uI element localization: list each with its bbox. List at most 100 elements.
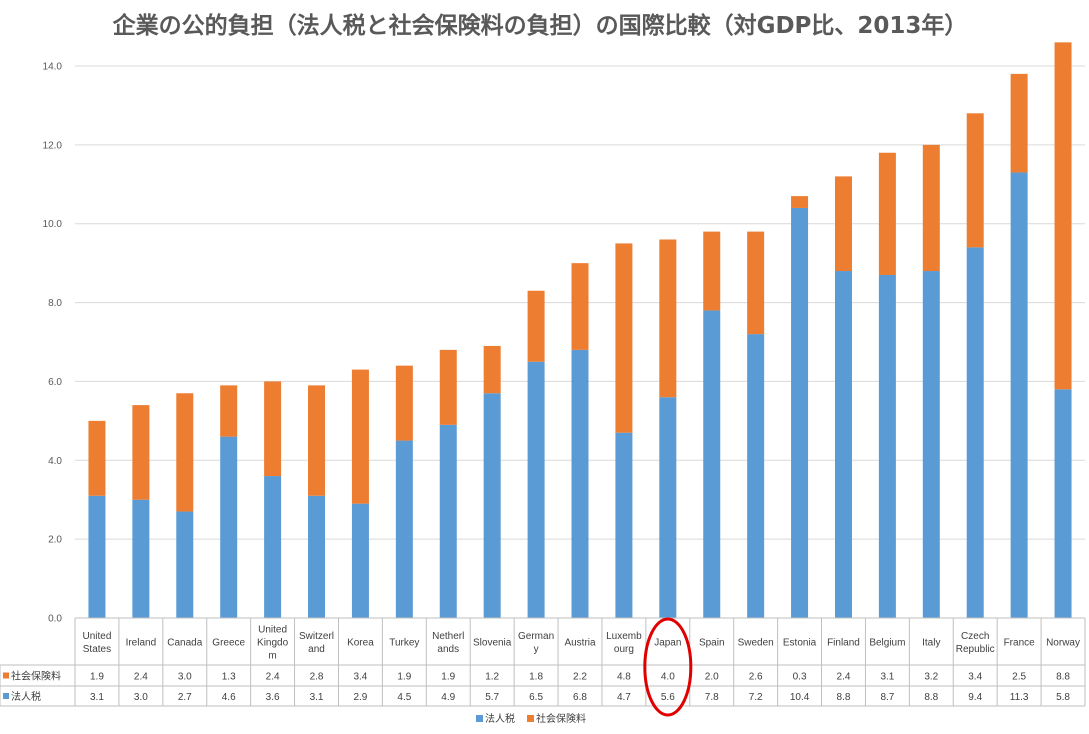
category-label: Turkey xyxy=(389,638,419,649)
bar-corporate-tax xyxy=(527,361,545,618)
data-label: 8.7 xyxy=(880,692,894,703)
data-label: 3.1 xyxy=(880,672,894,683)
bar-social-insurance xyxy=(834,176,852,272)
category-label: Sweden xyxy=(738,638,774,649)
data-label: 3.2 xyxy=(924,672,938,683)
data-label: 1.9 xyxy=(90,672,104,683)
data-label: 11.3 xyxy=(1010,692,1029,703)
bar-social-insurance xyxy=(878,152,896,275)
category-label: Kingdo xyxy=(257,638,289,649)
data-label: 3.0 xyxy=(134,692,148,703)
data-label: 3.0 xyxy=(178,672,192,683)
legend-label: 社会保険料 xyxy=(536,712,586,725)
bar-social-insurance xyxy=(132,405,150,500)
data-label: 9.4 xyxy=(968,692,982,703)
data-label: 5.8 xyxy=(1056,692,1070,703)
bar-social-insurance xyxy=(747,231,765,335)
data-label: 1.8 xyxy=(529,672,543,683)
bar-corporate-tax xyxy=(132,499,150,618)
y-axis-ticks: 0.0 2.0 4.0 6.0 8.0 10.0 12.0 14.0 xyxy=(43,62,63,625)
y-tick-label: 2.0 xyxy=(48,535,62,546)
bar-social-insurance xyxy=(1054,42,1072,390)
data-label: 2.4 xyxy=(266,672,280,683)
data-label: 4.0 xyxy=(661,672,675,683)
category-label: Spain xyxy=(699,638,725,649)
category-label: Czech xyxy=(961,631,989,642)
bar-corporate-tax xyxy=(308,495,326,618)
bar-social-insurance xyxy=(1010,73,1028,173)
data-label: 4.7 xyxy=(617,692,631,703)
category-label: Republic xyxy=(956,644,995,655)
data-label: 5.6 xyxy=(661,692,675,703)
data-table: United States Ireland Canada Greece United Kin… xyxy=(0,617,1086,707)
data-label: 2.6 xyxy=(749,672,763,683)
bar-social-insurance xyxy=(571,263,589,350)
data-label: 1.3 xyxy=(222,672,236,683)
data-label: 8.8 xyxy=(837,692,851,703)
legend-swatch xyxy=(527,715,534,722)
category-label: Switzerl xyxy=(299,631,334,642)
table-row-label: 法人税 xyxy=(11,690,41,703)
y-tick-label: 4.0 xyxy=(48,456,62,467)
bar-social-insurance xyxy=(527,290,545,362)
data-label: 3.6 xyxy=(266,692,280,703)
category-label: and xyxy=(308,644,325,655)
y-tick-label: 8.0 xyxy=(48,298,62,309)
data-label: 7.8 xyxy=(705,692,719,703)
category-label: Austria xyxy=(564,638,596,649)
bar-corporate-tax xyxy=(571,349,589,618)
category-label: Canada xyxy=(167,638,202,649)
data-label: 3.1 xyxy=(310,692,324,703)
bar-corporate-tax xyxy=(220,436,238,618)
data-label: 4.5 xyxy=(397,692,411,703)
data-label: 2.5 xyxy=(1012,672,1026,683)
data-label: 1.9 xyxy=(397,672,411,683)
data-label: 3.4 xyxy=(968,672,982,683)
y-tick-label: 0.0 xyxy=(48,614,62,625)
table-row-key xyxy=(3,693,9,699)
category-label: Greece xyxy=(212,638,245,649)
data-label: 5.7 xyxy=(485,692,499,703)
table-row-label: 社会保険料 xyxy=(11,670,61,683)
data-label: 6.8 xyxy=(573,692,587,703)
category-label: Finland xyxy=(827,638,860,649)
bar-corporate-tax xyxy=(878,274,896,618)
category-label: Netherl xyxy=(432,631,464,642)
category-label: m xyxy=(268,651,276,662)
data-label: 3.4 xyxy=(353,672,367,683)
bar-social-insurance xyxy=(922,144,940,272)
category-label: Luxemb xyxy=(606,631,642,642)
data-label: 2.2 xyxy=(573,672,587,683)
bar-corporate-tax xyxy=(439,424,457,618)
category-label: Slovenia xyxy=(473,638,512,649)
bar-corporate-tax xyxy=(351,503,369,618)
bar-social-insurance xyxy=(220,385,238,437)
data-label: 2.9 xyxy=(353,692,367,703)
category-label: France xyxy=(1004,638,1036,649)
data-label: 2.4 xyxy=(837,672,851,683)
data-label: 8.8 xyxy=(1056,672,1070,683)
bar-corporate-tax xyxy=(176,511,194,618)
category-label: Korea xyxy=(347,638,374,649)
bar-social-insurance xyxy=(88,420,106,496)
bars xyxy=(88,42,1072,618)
category-label: States xyxy=(83,644,111,655)
bar-corporate-tax xyxy=(615,432,633,618)
category-label: United xyxy=(258,625,287,636)
y-tick-label: 10.0 xyxy=(43,219,63,230)
highlight-ellipse xyxy=(643,617,693,717)
bar-social-insurance xyxy=(966,113,984,248)
japan-highlight-ellipse xyxy=(643,617,693,717)
bar-social-insurance xyxy=(791,196,809,208)
bar-corporate-tax xyxy=(791,207,809,618)
category-label: Estonia xyxy=(783,638,817,649)
category-label: Ireland xyxy=(126,638,157,649)
legend: 法人税 社会保険料 xyxy=(476,712,586,725)
y-tick-label: 14.0 xyxy=(43,62,63,73)
legend-swatch xyxy=(476,715,483,722)
y-tick-label: 6.0 xyxy=(48,377,62,388)
bar-corporate-tax xyxy=(1054,389,1072,618)
bar-social-insurance xyxy=(439,349,457,425)
category-label: ands xyxy=(437,644,459,655)
data-label: 4.9 xyxy=(441,692,455,703)
